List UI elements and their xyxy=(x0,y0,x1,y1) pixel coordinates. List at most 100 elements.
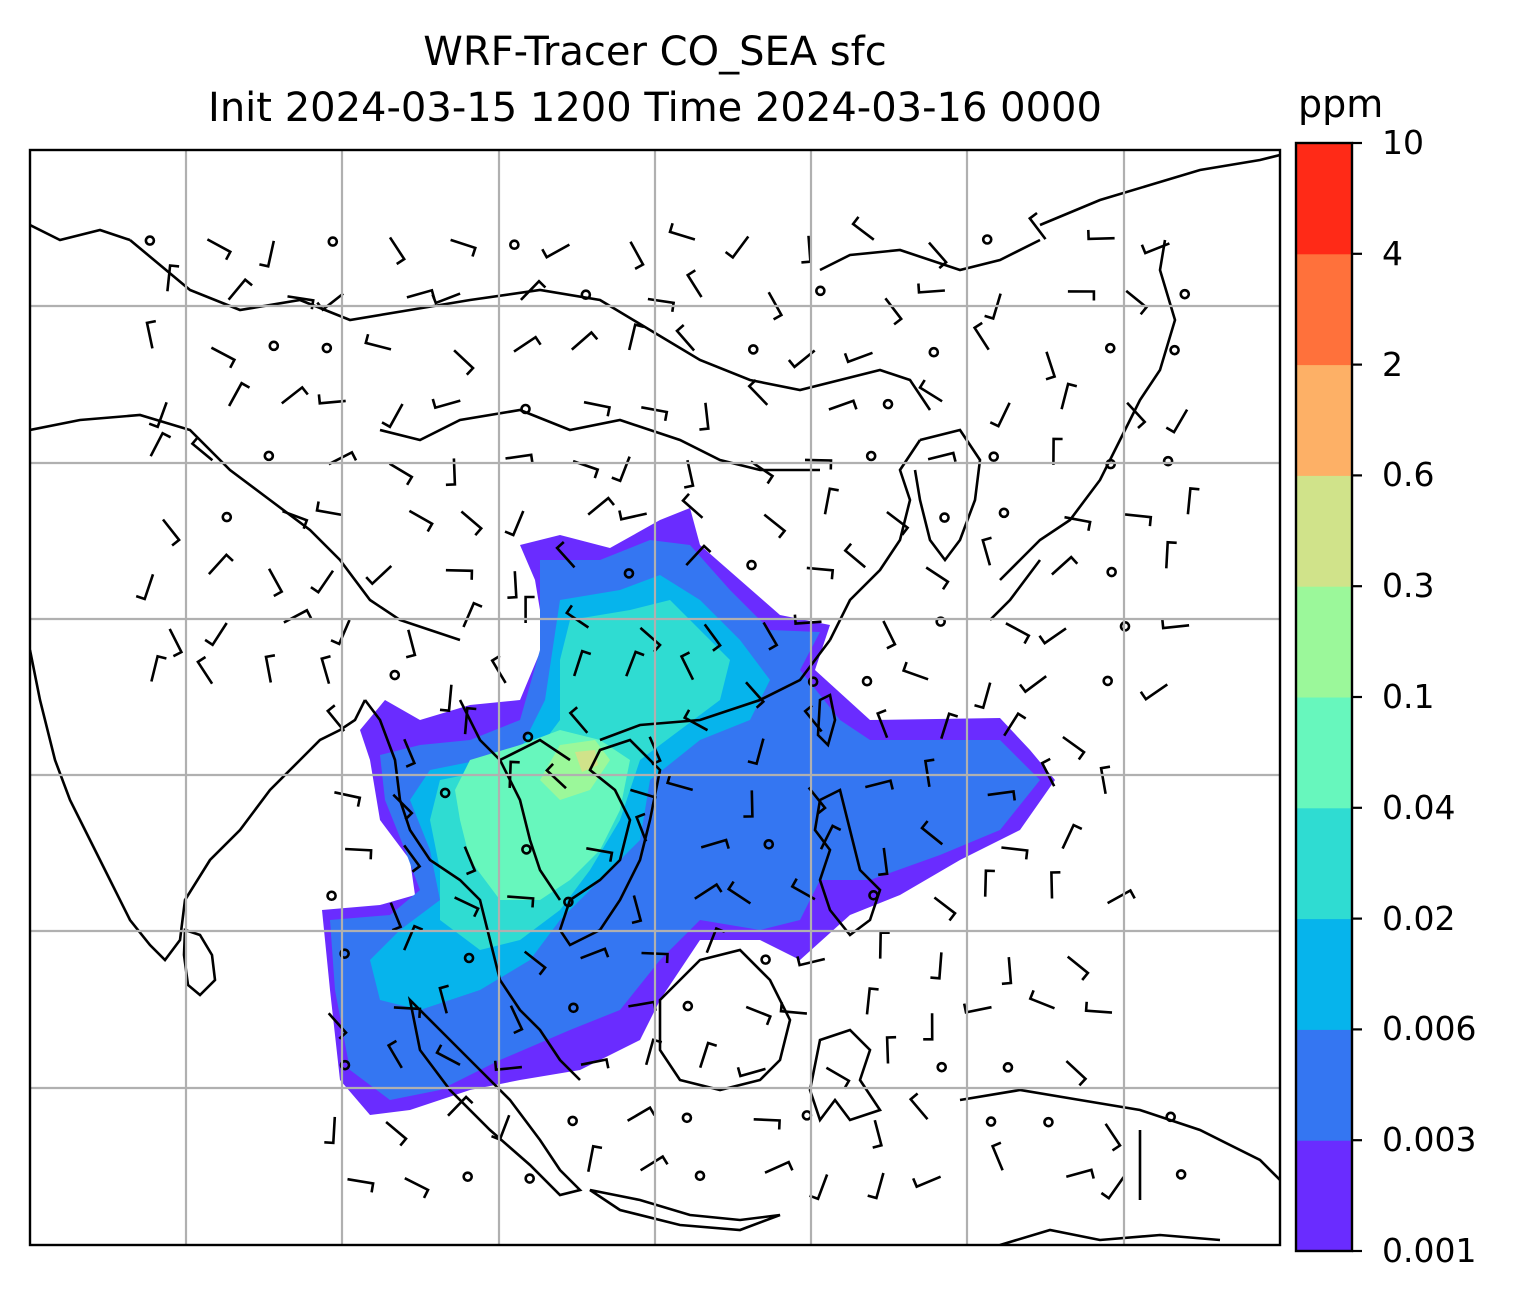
wind-barb xyxy=(161,518,181,547)
wind-barb xyxy=(611,456,631,483)
wind-barb xyxy=(406,288,436,300)
calm-wind-marker xyxy=(321,342,333,354)
wind-barb xyxy=(204,622,228,647)
wind-barb xyxy=(1051,555,1079,576)
map-title-line2: Init 2024-03-15 1200 Time 2024-03-16 000… xyxy=(208,85,1102,131)
wind-barb xyxy=(227,277,253,301)
wind-barb xyxy=(438,984,449,1014)
colorbar-tick-label: 0.006 xyxy=(1382,1009,1477,1049)
calm-wind-marker xyxy=(326,890,337,902)
wind-barb xyxy=(685,269,703,298)
coastline-philippines xyxy=(813,788,882,937)
calm-wind-marker xyxy=(1104,342,1116,354)
wind-barb xyxy=(1084,1001,1113,1014)
wind-barb xyxy=(541,243,571,259)
wind-barb xyxy=(1124,513,1153,527)
wind-barb xyxy=(504,510,525,537)
wind-barb xyxy=(790,878,816,901)
wind-barb xyxy=(280,385,309,405)
coastline-sumatra xyxy=(407,996,583,1197)
wind-barb xyxy=(675,324,696,352)
wind-barb xyxy=(403,738,417,768)
wind-barb xyxy=(762,621,779,651)
calm-wind-marker xyxy=(746,559,757,571)
wind-barb xyxy=(519,279,547,301)
wind-barb xyxy=(463,706,477,735)
colorbar-band xyxy=(1296,364,1352,476)
wind-barb xyxy=(974,682,992,710)
wind-barb xyxy=(587,1144,603,1173)
colorbar-tick-label: 0.001 xyxy=(1382,1231,1477,1270)
wind-barb xyxy=(801,235,812,264)
wind-barb xyxy=(345,847,373,860)
wind-barb xyxy=(923,1013,934,1041)
calm-wind-marker xyxy=(567,1115,578,1127)
wind-barb xyxy=(505,453,534,464)
calm-wind-marker xyxy=(1179,288,1191,300)
wind-barb xyxy=(463,846,477,876)
calm-wind-marker xyxy=(682,1000,694,1012)
calm-wind-marker xyxy=(462,1171,473,1182)
wind-barb xyxy=(524,595,535,623)
wind-barb xyxy=(435,1044,461,1066)
coastline-sulawesi xyxy=(808,1028,883,1123)
wind-barb xyxy=(210,346,237,369)
wind-barb xyxy=(1065,1168,1095,1179)
colorbar-tick-label: 0.02 xyxy=(1382,898,1456,938)
wind-barb xyxy=(745,681,766,709)
wind-barb xyxy=(779,1002,808,1015)
calm-wind-marker xyxy=(981,234,993,245)
calm-wind-marker xyxy=(694,1170,706,1182)
wind-barb xyxy=(454,896,480,918)
wind-barb xyxy=(886,510,910,536)
wind-barb xyxy=(694,882,723,900)
wind-barb xyxy=(1060,382,1078,410)
wind-barb xyxy=(828,399,858,411)
wind-barb xyxy=(523,950,547,976)
calm-wind-marker xyxy=(1106,566,1117,578)
wind-barb xyxy=(1018,675,1047,694)
wind-barb xyxy=(901,661,929,681)
coastline-new-guinea xyxy=(959,1088,1280,1200)
wind-barb xyxy=(1050,871,1061,899)
wind-barb xyxy=(1104,1123,1122,1152)
colorbar-tick-label: 0.003 xyxy=(1382,1120,1477,1160)
wind-barb xyxy=(1038,627,1067,646)
wind-barb xyxy=(851,216,875,241)
calm-wind-marker xyxy=(815,285,826,297)
wind-barb xyxy=(1186,486,1200,515)
wind-barb xyxy=(767,291,784,321)
wind-barb xyxy=(388,236,407,266)
coastline-australia-north xyxy=(999,1228,1221,1245)
colorbar-tick-label: 0.6 xyxy=(1382,455,1435,495)
colorbar-band xyxy=(1296,475,1352,587)
wind-barb xyxy=(190,435,214,462)
wind-barb xyxy=(580,947,610,960)
wind-barb xyxy=(267,568,284,598)
wind-barb xyxy=(148,401,168,429)
wind-barb xyxy=(917,283,945,294)
wind-barb xyxy=(747,379,769,406)
wind-barb xyxy=(317,394,346,405)
calm-wind-marker xyxy=(865,450,877,462)
wind-barb xyxy=(627,323,645,351)
wind-barb xyxy=(843,351,873,364)
wind-barb xyxy=(282,509,309,530)
coastline-russia-far-east xyxy=(1039,153,1280,227)
calm-wind-marker xyxy=(568,1002,579,1014)
wind-barb xyxy=(745,1005,772,1026)
wind-barb xyxy=(983,869,995,897)
wind-barb xyxy=(908,1092,929,1121)
calm-wind-marker xyxy=(985,1116,997,1127)
calm-wind-marker xyxy=(861,675,873,687)
wind-barb xyxy=(1125,289,1149,316)
wind-barb xyxy=(145,319,157,349)
wind-barb xyxy=(865,987,879,1015)
colorbar-tick-label: 0.3 xyxy=(1382,566,1435,606)
coastline-korea xyxy=(913,428,982,563)
wind-barb xyxy=(825,1066,851,1090)
calm-wind-marker xyxy=(263,450,275,462)
colorbar-band xyxy=(1296,807,1352,920)
wind-barb xyxy=(587,496,616,516)
wind-barb xyxy=(168,628,184,658)
